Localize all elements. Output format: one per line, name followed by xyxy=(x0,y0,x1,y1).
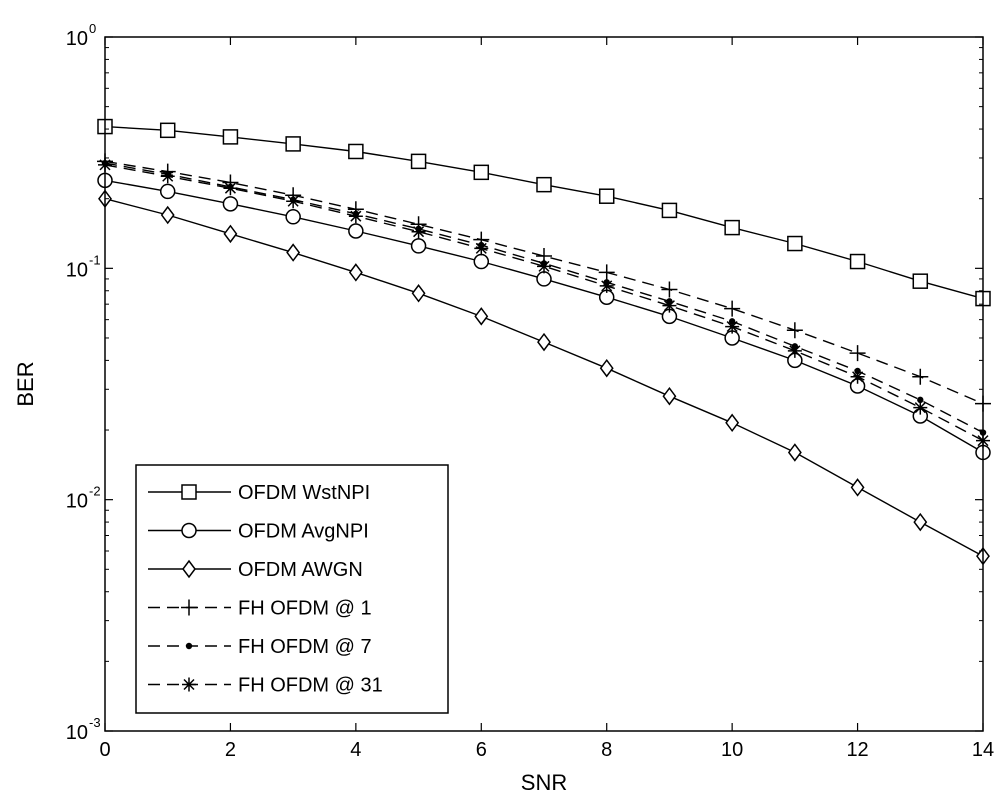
y-tick-label: 10 xyxy=(66,491,88,513)
asterisk-marker xyxy=(223,181,238,196)
x-axis-label: SNR xyxy=(521,770,567,795)
asterisk-marker xyxy=(182,677,196,692)
asterisk-marker xyxy=(348,209,363,224)
circle-marker xyxy=(181,522,197,539)
square-marker xyxy=(598,188,615,204)
circle-marker xyxy=(473,253,490,270)
plus-marker xyxy=(181,599,197,616)
plot-frame xyxy=(104,36,984,732)
legend-entry: FH OFDM @ 1 xyxy=(148,598,372,620)
asterisk-marker xyxy=(662,298,677,313)
y-tick-exponent: -2 xyxy=(89,484,101,499)
asterisk-marker xyxy=(599,278,614,293)
series-line xyxy=(104,164,984,442)
dot-marker xyxy=(917,396,924,404)
asterisk-marker xyxy=(286,194,301,209)
legend-label: OFDM WstNPI xyxy=(238,482,370,504)
legend-label: FH OFDM @ 1 xyxy=(238,598,372,620)
x-tick-label: 12 xyxy=(846,739,868,761)
asterisk-marker xyxy=(913,400,928,415)
x-tick-label: 10 xyxy=(721,739,743,761)
legend: OFDM WstNPI OFDM AvgNPI OFDM AWGN FH OFDM @… xyxy=(135,464,449,714)
x-tick-label: 8 xyxy=(601,739,612,761)
asterisk-marker xyxy=(850,369,865,384)
circle-marker xyxy=(285,209,301,225)
asterisk-marker xyxy=(411,224,426,239)
asterisk-marker xyxy=(537,259,551,274)
circle-marker xyxy=(348,223,364,239)
diamond-marker xyxy=(160,205,175,225)
square-marker xyxy=(159,122,176,139)
square-marker xyxy=(348,143,364,160)
square-marker xyxy=(912,273,929,289)
y-axis-label: BER xyxy=(13,361,38,406)
circle-marker xyxy=(159,183,176,200)
diamond-marker xyxy=(599,358,614,378)
asterisk-marker xyxy=(474,241,489,256)
diamond-marker xyxy=(411,284,426,303)
square-marker xyxy=(849,253,866,270)
plus-marker xyxy=(849,345,866,362)
legend-entry: OFDM WstNPI xyxy=(148,482,370,504)
dot-marker xyxy=(185,642,193,650)
square-marker xyxy=(181,484,197,500)
diamond-marker xyxy=(182,559,196,579)
plus-marker xyxy=(724,300,741,317)
diamond-marker xyxy=(850,478,865,497)
legend-entry: OFDM AWGN xyxy=(148,559,363,581)
x-tick-label: 6 xyxy=(476,739,487,761)
circle-marker xyxy=(536,271,552,287)
diamond-marker xyxy=(725,413,740,433)
diamond-marker xyxy=(787,443,802,462)
legend-label: OFDM AvgNPI xyxy=(238,521,369,543)
diamond-marker xyxy=(223,224,238,244)
square-marker xyxy=(787,235,803,252)
y-tick-exponent: -1 xyxy=(89,252,101,267)
square-marker xyxy=(410,153,427,170)
legend-label: FH OFDM @ 31 xyxy=(238,675,383,697)
square-marker xyxy=(536,176,552,193)
series-6 xyxy=(98,157,990,448)
asterisk-marker xyxy=(787,343,802,358)
y-tick-label: 10 xyxy=(66,259,88,281)
y-tick-exponent: 0 xyxy=(89,21,96,36)
diamond-marker xyxy=(913,512,928,532)
legend-label: OFDM AWGN xyxy=(238,559,363,581)
legend-entry: OFDM AvgNPI xyxy=(148,521,369,543)
asterisk-marker xyxy=(725,319,740,334)
x-tick-label: 2 xyxy=(225,739,236,761)
series-1 xyxy=(97,118,991,307)
diamond-marker xyxy=(474,307,489,326)
y-tick-label: 10 xyxy=(66,722,88,744)
legend-entry: FH OFDM @ 31 xyxy=(148,675,383,697)
x-tick-label: 14 xyxy=(972,739,994,761)
circle-marker xyxy=(410,238,427,254)
plus-marker xyxy=(786,322,803,339)
legend-box xyxy=(135,464,449,714)
square-marker xyxy=(222,129,239,145)
legend-entry: FH OFDM @ 7 xyxy=(148,636,372,658)
diamond-marker xyxy=(662,386,677,406)
diamond-marker xyxy=(537,332,551,352)
circle-marker xyxy=(222,196,239,212)
plus-marker xyxy=(912,368,929,385)
series-3 xyxy=(98,189,990,566)
square-marker xyxy=(661,202,678,219)
diamond-marker xyxy=(348,263,363,282)
plus-marker xyxy=(661,281,678,298)
square-marker xyxy=(285,136,301,152)
diamond-marker xyxy=(286,243,301,262)
y-tick-label: 10 xyxy=(66,28,88,50)
square-marker xyxy=(724,219,740,236)
asterisk-marker xyxy=(160,169,175,184)
y-tick-exponent: -3 xyxy=(89,715,101,730)
x-tick-label: 4 xyxy=(350,739,361,761)
legend-label: FH OFDM @ 7 xyxy=(238,636,372,658)
plus-marker xyxy=(598,264,615,281)
square-marker xyxy=(473,164,490,181)
x-tick-label: 0 xyxy=(99,739,110,761)
